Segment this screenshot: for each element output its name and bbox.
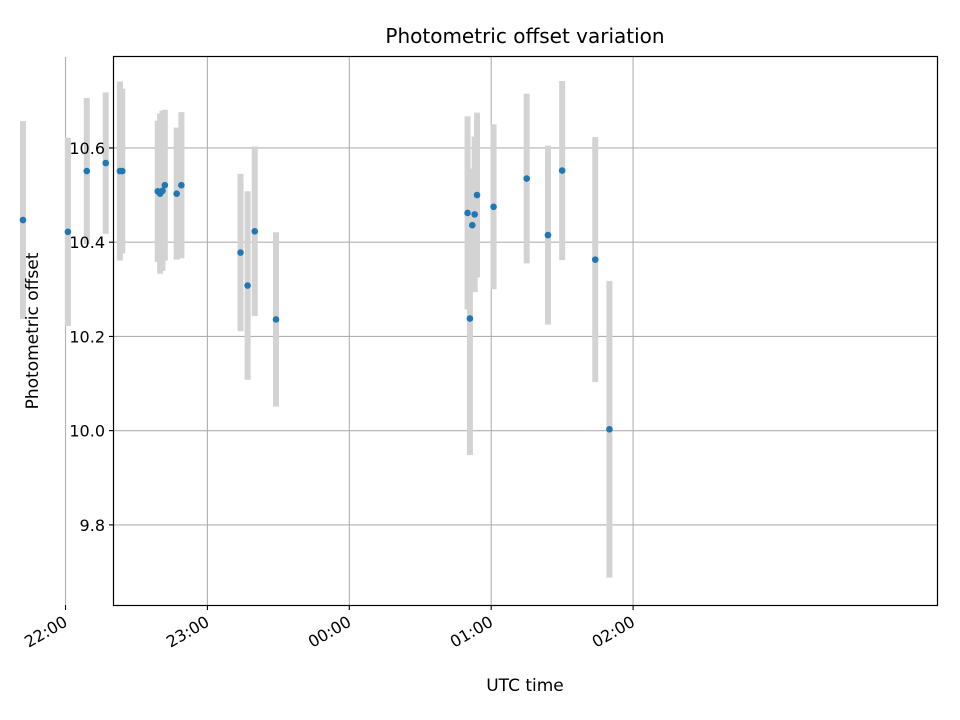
data-point — [606, 425, 613, 433]
data-point — [473, 191, 481, 199]
x-axis-label: UTC time — [486, 676, 564, 696]
data-point — [19, 216, 27, 224]
data-point — [237, 249, 244, 256]
data-point — [466, 315, 474, 322]
data-point — [251, 228, 259, 235]
y-axis-label: Photometric offset — [23, 252, 43, 409]
y-tick-label: 10.6 — [69, 139, 105, 158]
data-point — [83, 167, 91, 175]
data-point — [558, 167, 566, 174]
data-point — [173, 190, 180, 197]
data-point — [64, 228, 72, 236]
data-point — [272, 316, 280, 323]
y-axis: 9.8 10.0 10.2 10.4 10.6 — [69, 139, 114, 535]
data-point — [591, 256, 599, 263]
data-points — [19, 159, 613, 433]
data-point — [544, 231, 552, 239]
data-point — [468, 221, 476, 229]
data-point — [102, 159, 110, 167]
chart-title: Photometric offset variation — [385, 24, 664, 48]
data-point — [244, 282, 251, 289]
y-tick-label: 10.4 — [69, 233, 105, 252]
data-point — [161, 181, 169, 189]
y-tick-label: 10.2 — [69, 327, 105, 346]
data-point — [523, 175, 530, 182]
data-point — [159, 187, 166, 195]
plot-area-frame — [112, 55, 939, 607]
data-point — [178, 181, 185, 189]
y-tick-label: 10.0 — [69, 422, 105, 441]
y-tick-label: 9.8 — [80, 516, 105, 535]
data-point — [464, 209, 471, 217]
data-point — [471, 211, 478, 218]
data-point — [490, 203, 497, 211]
data-point — [118, 167, 126, 175]
